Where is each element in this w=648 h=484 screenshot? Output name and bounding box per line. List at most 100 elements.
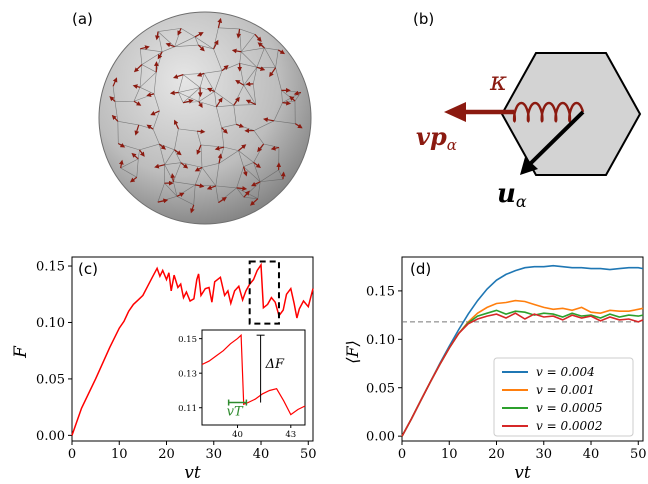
polarity-arrow xyxy=(109,96,116,102)
cell-edge xyxy=(164,162,181,165)
cell-edge xyxy=(178,87,201,93)
x-tick-label: 50 xyxy=(300,447,317,462)
polarity-arrow xyxy=(117,142,126,148)
polarity-arrow xyxy=(257,143,265,153)
cell-edge xyxy=(253,162,261,182)
x-tick-label: 0 xyxy=(398,447,406,462)
zoom-box xyxy=(248,260,280,325)
cell-edge xyxy=(239,28,255,35)
cell-edge xyxy=(196,131,202,146)
cell-edge xyxy=(281,90,283,103)
polarity-arrow xyxy=(250,181,261,187)
polarity-arrow xyxy=(172,74,184,79)
cell-edge xyxy=(214,70,223,92)
cell-edge xyxy=(200,144,203,168)
polarity-arrow xyxy=(134,124,140,136)
kappa-label: κ xyxy=(489,67,507,97)
cell-edge xyxy=(120,158,139,169)
panel-d: 0 10 20 30 40 50 0.00 0.05 0.10 0.15 (d) vt ⟨F⟩ v… xyxy=(343,256,647,483)
polarity-arrow xyxy=(111,114,119,122)
polarity-arrow xyxy=(133,64,143,73)
polarity-arrow xyxy=(236,28,242,39)
polarity-arrow xyxy=(221,65,229,72)
polarity-arrow xyxy=(197,44,205,52)
cell-edge xyxy=(136,158,139,178)
cell-edge xyxy=(263,143,280,148)
polarity-arrow xyxy=(198,101,203,109)
x-tick-label: 30 xyxy=(205,447,222,462)
cell-edge xyxy=(213,48,223,71)
polarity-arrow xyxy=(182,98,194,104)
polarity-arrow xyxy=(236,123,245,128)
cell-edge xyxy=(213,27,219,50)
cell-edge xyxy=(174,36,196,47)
cell-edge xyxy=(153,93,160,112)
panel-a: (a) xyxy=(72,10,312,225)
polarity-arrow xyxy=(176,192,185,198)
panel-label-c: (c) xyxy=(78,260,98,278)
panel-c: 0 10 20 30 40 500.000.050.100.15 (c) vt F 40 4… xyxy=(11,256,317,483)
cell-edge xyxy=(275,49,279,68)
delta-f-label: ΔF xyxy=(265,357,285,372)
cell-edge xyxy=(256,47,265,68)
polarity-arrow xyxy=(254,33,262,42)
polarity-arrow xyxy=(294,123,303,129)
polarity-arrow xyxy=(218,196,227,204)
cell-edge xyxy=(241,47,265,53)
cell-edge xyxy=(194,167,203,185)
cell-edge xyxy=(260,169,279,182)
legend-label: v = 0.0005 xyxy=(536,401,602,415)
panel-label-a: (a) xyxy=(72,10,93,28)
cell-edge xyxy=(239,28,242,52)
cell-edge xyxy=(221,124,237,128)
polarity-arrow xyxy=(190,204,195,214)
cell-edge xyxy=(201,167,217,187)
cell-edge xyxy=(174,149,182,163)
cell-edge xyxy=(216,106,222,128)
polarity-arrow xyxy=(256,66,266,71)
legend-box xyxy=(493,357,634,437)
cell-edge xyxy=(243,166,261,182)
polarity-arrow xyxy=(139,149,145,157)
series-lines-d xyxy=(401,264,644,437)
x-tick-label: 40 xyxy=(583,447,600,462)
polarity-arrow xyxy=(270,145,280,151)
cell-edge xyxy=(139,143,160,151)
cell-edge xyxy=(140,48,163,53)
ticks-inset: 40 43 0.11 0.13 0.15 xyxy=(178,335,296,440)
cell-edge xyxy=(240,51,258,68)
polarity-arrow xyxy=(262,117,275,123)
polarity-arrow xyxy=(173,119,179,130)
cell-edge xyxy=(120,167,137,178)
cell-edge xyxy=(218,27,240,30)
cell-edge xyxy=(178,92,184,103)
cell-edge xyxy=(243,85,257,105)
cell-edge xyxy=(176,196,194,206)
y-axis-label-c: F xyxy=(11,345,31,359)
axes-frame-inset xyxy=(201,329,306,426)
displacement-arrow-shaft xyxy=(529,110,585,165)
cell-edge xyxy=(218,150,239,164)
x-axis-label-d: vt xyxy=(514,463,531,483)
polarity-arrow xyxy=(170,173,176,182)
polarity-arrow xyxy=(174,149,182,156)
cell-edge xyxy=(273,120,296,124)
polarity-arrow xyxy=(177,28,182,36)
series-line xyxy=(401,312,644,437)
spring xyxy=(512,101,585,123)
polarity-arrow xyxy=(238,144,247,152)
hexagon-cell xyxy=(500,52,642,176)
cell-edge xyxy=(139,48,143,65)
cell-edge xyxy=(133,87,141,102)
cell-edge xyxy=(239,62,257,68)
cell-edge xyxy=(173,181,178,197)
cell-edge xyxy=(157,183,165,203)
x-tick-label: 40 xyxy=(232,430,243,440)
cell-edge xyxy=(194,36,214,50)
polarity-arrow xyxy=(150,110,160,116)
cell-edge xyxy=(153,72,157,94)
y-tick-label: 0.15 xyxy=(36,260,65,275)
polarity-arrow xyxy=(245,99,257,106)
y-tick-label: 0.10 xyxy=(36,316,65,331)
x-tick-label: 30 xyxy=(535,447,552,462)
